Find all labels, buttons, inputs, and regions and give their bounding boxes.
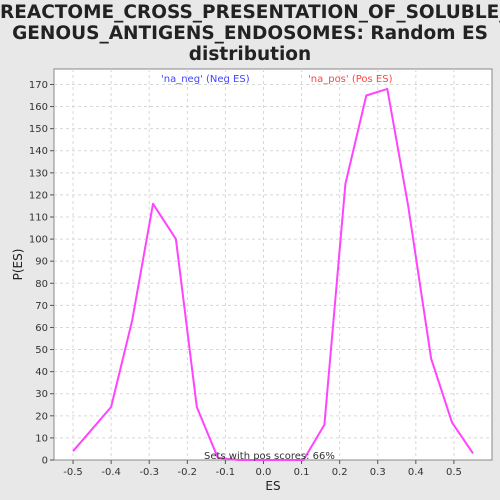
y-tick-label: 140 — [29, 146, 48, 157]
series-layer — [72, 87, 474, 461]
y-tick-label: 160 — [29, 102, 48, 113]
legend-entry-pos: 'na_pos' (Pos ES) — [308, 74, 393, 85]
y-tick-label: 130 — [29, 168, 48, 179]
x-tick-label: 0.2 — [332, 467, 348, 478]
y-tick-label: 0 — [42, 456, 48, 467]
x-tick-label: 0.4 — [408, 467, 424, 478]
y-tick-label: 120 — [29, 190, 48, 201]
title-line-3: distribution — [188, 44, 312, 65]
x-tick-label: 0.0 — [256, 467, 272, 478]
grid-layer — [54, 69, 492, 460]
x-tick-label: -0.1 — [216, 467, 236, 478]
x-tick-label: 0.5 — [446, 467, 462, 478]
x-axis-label: ES — [265, 479, 280, 493]
y-tick-label: 40 — [35, 367, 48, 378]
title-line-1: REACTOME_CROSS_PRESENTATION_OF_SOLUBLE_E… — [0, 2, 500, 23]
y-tick-label: 80 — [35, 279, 48, 290]
y-tick-label: 110 — [29, 213, 48, 224]
y-tick-label: 170 — [29, 80, 48, 91]
y-tick-label: 100 — [29, 235, 48, 246]
legend-entry-neg: 'na_neg' (Neg ES) — [161, 74, 250, 85]
es-distribution-line — [72, 87, 474, 461]
chart-title: REACTOME_CROSS_PRESENTATION_OF_SOLUBLE_E… — [0, 2, 500, 65]
y-tick-label: 60 — [35, 323, 48, 334]
axis-layer: 0 10 20 30 40 50 60 70 80 90 100 110 120 130 140 150 160… — [29, 80, 462, 478]
y-tick-label: 90 — [35, 257, 48, 268]
y-tick-label: 150 — [29, 124, 48, 135]
x-tick-label: -0.4 — [101, 467, 121, 478]
y-tick-label: 20 — [35, 411, 48, 422]
x-tick-label: 0.3 — [370, 467, 386, 478]
x-tick-label: -0.5 — [63, 467, 83, 478]
y-tick-label: 30 — [35, 389, 48, 400]
x-tick-label: 0.1 — [294, 467, 310, 478]
y-tick-label: 50 — [35, 345, 48, 356]
plot-area — [53, 68, 493, 461]
annotation-pos-scores: Sets with pos scores: 66% — [204, 451, 335, 462]
y-axis-label: P(ES) — [11, 249, 25, 281]
y-tick-label: 10 — [35, 433, 48, 444]
title-line-2: GENOUS_ANTIGENS_ENDOSOMES: Random ES — [12, 23, 488, 44]
y-tick-label: 70 — [35, 301, 48, 312]
x-tick-label: -0.3 — [139, 467, 159, 478]
x-tick-label: -0.2 — [178, 467, 198, 478]
